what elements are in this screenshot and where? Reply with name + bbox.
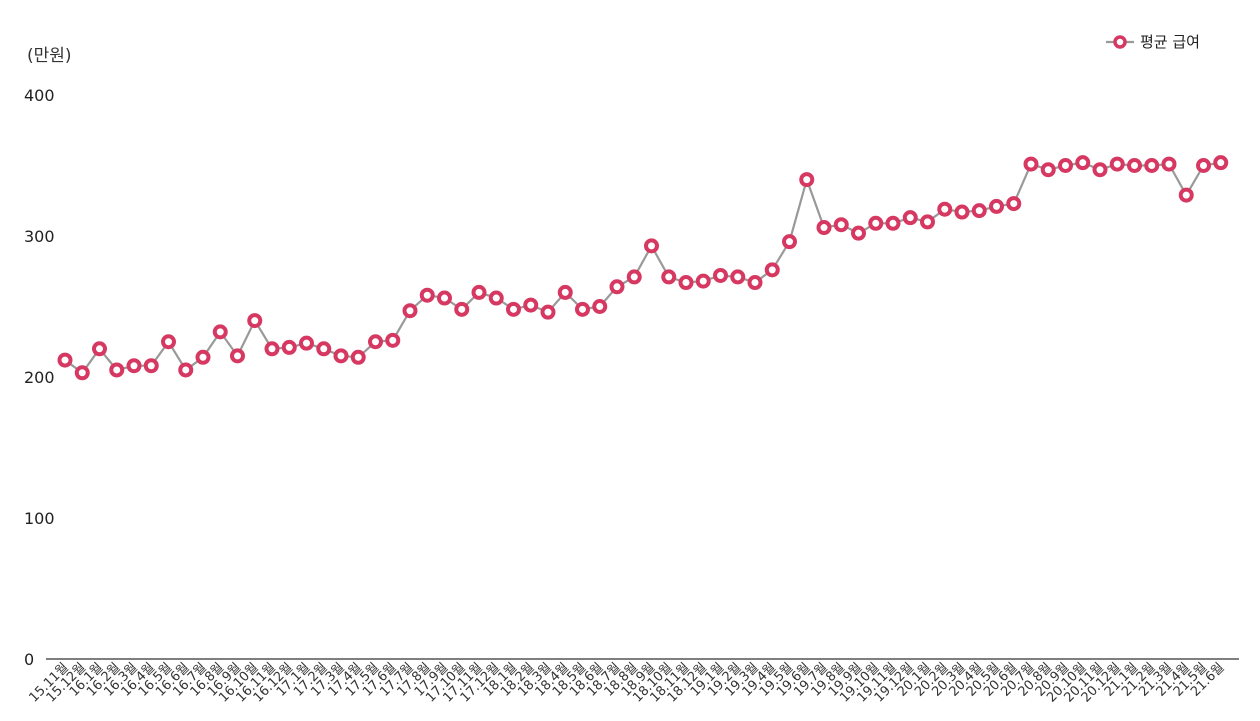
data-point[interactable] — [1196, 158, 1211, 173]
data-point[interactable] — [851, 225, 866, 241]
data-point[interactable] — [678, 275, 694, 291]
data-point[interactable] — [368, 334, 383, 350]
data-point[interactable] — [488, 290, 504, 306]
data-point[interactable] — [126, 358, 142, 374]
data-point[interactable] — [1178, 187, 1194, 203]
data-point[interactable] — [402, 303, 418, 319]
data-point[interactable] — [1040, 162, 1056, 178]
data-point[interactable] — [799, 172, 815, 188]
data-point[interactable] — [1144, 158, 1160, 173]
y-axis-ticks: 0 100 200 300 400 — [24, 86, 55, 669]
data-point[interactable] — [989, 198, 1004, 214]
data-point[interactable] — [626, 269, 642, 285]
data-point[interactable] — [885, 215, 901, 231]
data-point[interactable] — [1092, 162, 1108, 178]
data-point[interactable] — [592, 299, 608, 314]
data-point[interactable] — [195, 349, 211, 365]
data-point[interactable] — [1161, 156, 1177, 172]
data-point[interactable] — [506, 301, 521, 317]
data-point[interactable] — [782, 234, 797, 250]
data-point[interactable] — [143, 358, 159, 374]
y-tick-label: 300 — [24, 227, 55, 246]
data-point[interactable] — [299, 335, 314, 351]
data-point[interactable] — [57, 352, 73, 368]
data-point[interactable] — [281, 339, 297, 355]
data-point[interactable] — [971, 203, 987, 219]
data-point[interactable] — [92, 341, 107, 357]
data-point[interactable] — [833, 217, 849, 233]
legend-marker-swatch — [1113, 35, 1127, 49]
data-point[interactable] — [920, 214, 935, 230]
data-point[interactable] — [385, 332, 401, 348]
data-point[interactable] — [747, 275, 763, 291]
series-markers — [57, 155, 1229, 381]
y-tick-label: 400 — [24, 86, 55, 105]
data-point[interactable] — [212, 324, 228, 340]
data-point[interactable] — [523, 297, 539, 313]
data-point[interactable] — [178, 362, 194, 378]
data-point[interactable] — [868, 215, 884, 231]
data-point[interactable] — [419, 287, 435, 303]
legend[interactable]: 평균 급여 — [1106, 33, 1200, 51]
data-point[interactable] — [1213, 155, 1229, 171]
data-point[interactable] — [350, 349, 366, 365]
data-point[interactable] — [557, 284, 573, 300]
data-point[interactable] — [333, 348, 349, 364]
y-tick-label: 0 — [24, 650, 34, 669]
data-point[interactable] — [902, 210, 918, 226]
data-point[interactable] — [661, 269, 677, 285]
data-point[interactable] — [230, 348, 245, 364]
data-point[interactable] — [954, 204, 970, 220]
data-point[interactable] — [161, 334, 176, 350]
data-point[interactable] — [316, 341, 332, 357]
legend-label: 평균 급여 — [1140, 33, 1200, 51]
data-point[interactable] — [540, 304, 556, 320]
data-point[interactable] — [1109, 156, 1125, 172]
data-point[interactable] — [1006, 196, 1022, 212]
data-point[interactable] — [937, 201, 953, 217]
data-point[interactable] — [609, 279, 625, 295]
data-point[interactable] — [1023, 156, 1039, 172]
data-point[interactable] — [74, 365, 90, 381]
data-point[interactable] — [454, 301, 470, 317]
data-point[interactable] — [264, 341, 280, 357]
data-point[interactable] — [1058, 158, 1073, 173]
series-line-average-salary — [64, 161, 1221, 375]
data-point[interactable] — [816, 220, 832, 236]
data-point[interactable] — [1075, 155, 1091, 171]
data-point[interactable] — [575, 301, 590, 317]
data-point[interactable] — [109, 362, 125, 378]
data-point[interactable] — [764, 262, 780, 278]
data-point[interactable] — [437, 290, 452, 306]
data-point[interactable] — [247, 313, 263, 329]
data-point[interactable] — [713, 267, 728, 283]
x-axis-tick-labels: 15.11월15.12월16.1월16.2월16.3월16.4월16.5월16.… — [26, 660, 1227, 705]
y-tick-label: 100 — [24, 509, 55, 528]
data-point[interactable] — [644, 238, 659, 254]
data-point[interactable] — [730, 269, 746, 285]
data-point[interactable] — [471, 284, 487, 300]
data-point[interactable] — [1127, 158, 1142, 173]
data-point[interactable] — [695, 273, 711, 289]
y-tick-label: 200 — [24, 368, 55, 387]
y-axis-unit-label: (만원) — [27, 46, 72, 66]
